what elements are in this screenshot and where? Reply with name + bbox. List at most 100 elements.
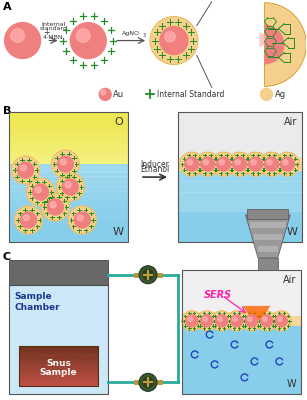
Bar [9, 219, 128, 222]
Bar [19, 361, 98, 362]
Wedge shape [265, 3, 306, 86]
Bar [19, 358, 98, 360]
Text: W: W [286, 227, 297, 237]
Circle shape [203, 160, 208, 165]
Circle shape [74, 212, 90, 228]
Circle shape [201, 157, 215, 171]
Text: Snus: Snus [46, 359, 71, 368]
Bar [9, 216, 128, 219]
Circle shape [101, 90, 106, 95]
Bar [19, 359, 98, 360]
Circle shape [212, 311, 232, 331]
Bar [178, 186, 302, 188]
Bar [178, 175, 302, 177]
Circle shape [21, 212, 37, 228]
Circle shape [283, 160, 288, 165]
Circle shape [197, 311, 217, 331]
Circle shape [201, 315, 213, 327]
Circle shape [257, 311, 276, 331]
Text: Ethanol: Ethanol [140, 165, 170, 174]
Bar [9, 221, 128, 224]
Circle shape [275, 315, 287, 327]
Bar [9, 134, 128, 136]
Circle shape [251, 160, 256, 165]
Bar [9, 192, 128, 194]
Circle shape [182, 311, 202, 331]
Wedge shape [259, 32, 266, 46]
Circle shape [139, 266, 157, 284]
Bar [9, 136, 128, 138]
Circle shape [267, 160, 272, 165]
Bar [9, 189, 128, 192]
Bar [9, 144, 128, 146]
Circle shape [248, 317, 252, 322]
Bar [9, 156, 128, 158]
Bar [178, 179, 302, 182]
Bar [9, 138, 128, 140]
Bar [9, 184, 128, 186]
Bar [19, 346, 98, 348]
Circle shape [188, 317, 192, 322]
Bar [19, 381, 98, 382]
Bar [178, 173, 302, 175]
Text: Air: Air [283, 275, 296, 285]
Bar [19, 362, 98, 364]
Circle shape [196, 152, 220, 176]
Bar [9, 194, 128, 196]
Circle shape [242, 311, 262, 331]
Bar [19, 360, 98, 362]
Circle shape [280, 157, 294, 171]
Bar [19, 378, 98, 379]
Bar [178, 112, 302, 158]
Bar [178, 210, 302, 212]
Bar [9, 211, 128, 214]
Text: Sample: Sample [40, 368, 77, 377]
Circle shape [180, 152, 204, 176]
Bar [9, 112, 128, 164]
Circle shape [233, 317, 237, 322]
Bar [19, 346, 98, 386]
Text: Air: Air [284, 117, 297, 127]
Text: Sample: Sample [15, 292, 52, 301]
Bar [19, 366, 98, 368]
Circle shape [15, 206, 42, 234]
Bar [178, 112, 302, 242]
Circle shape [275, 152, 299, 176]
Bar [9, 179, 128, 182]
Circle shape [99, 88, 111, 100]
Bar [19, 367, 98, 368]
Text: W: W [112, 227, 123, 237]
Text: W: W [287, 379, 296, 389]
Circle shape [235, 160, 240, 165]
Bar [19, 371, 98, 372]
Bar [19, 350, 98, 352]
Text: AgNO: AgNO [122, 30, 140, 36]
Bar [19, 383, 98, 384]
Circle shape [50, 202, 56, 208]
Circle shape [142, 269, 154, 281]
Bar [9, 140, 128, 142]
Bar [9, 152, 128, 154]
Bar [19, 347, 98, 348]
Bar [9, 186, 128, 189]
Bar [19, 349, 98, 350]
Circle shape [65, 182, 71, 188]
Circle shape [23, 215, 29, 221]
Circle shape [5, 23, 41, 58]
Circle shape [20, 165, 26, 171]
Text: O: O [115, 117, 123, 127]
Circle shape [142, 376, 154, 388]
Text: SERS: SERS [204, 290, 232, 300]
Bar [19, 348, 98, 350]
Bar [178, 208, 302, 210]
Bar [250, 222, 286, 228]
Circle shape [231, 315, 243, 327]
Polygon shape [246, 215, 290, 258]
Bar [182, 316, 301, 326]
Bar [9, 209, 128, 212]
Bar [9, 164, 128, 167]
Circle shape [219, 160, 224, 165]
Text: A: A [3, 2, 11, 12]
Bar [9, 160, 128, 162]
Bar [19, 364, 98, 366]
